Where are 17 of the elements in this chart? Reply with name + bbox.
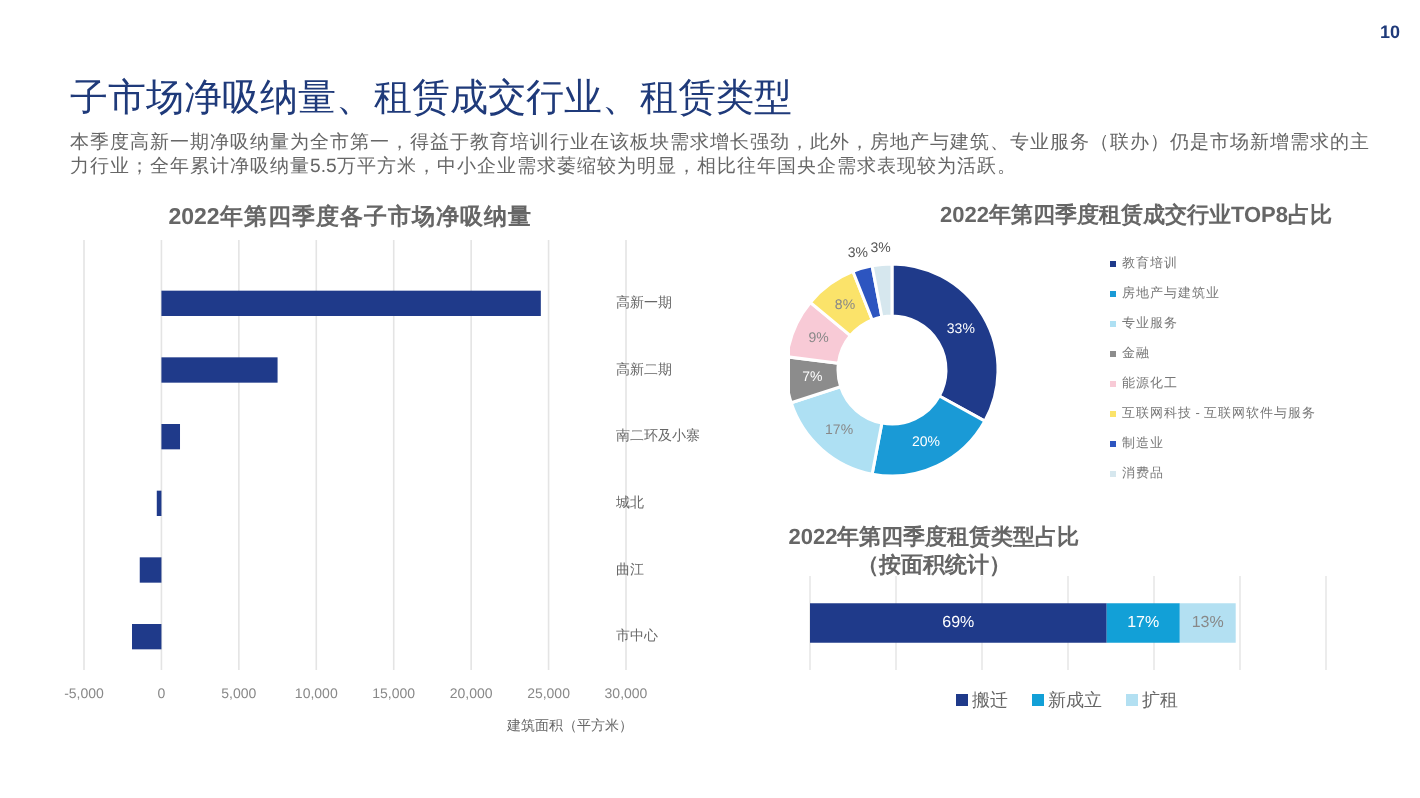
chart-title: 2022年第四季度租赁成交行业TOP8占比 bbox=[940, 201, 1333, 228]
bar bbox=[161, 290, 541, 316]
data-label: 69% bbox=[942, 613, 975, 632]
chart-title: 2022年第四季度各子市场净吸纳量 bbox=[168, 202, 532, 231]
legend-label: 新成立 bbox=[1048, 689, 1102, 710]
data-label: 17% bbox=[1127, 613, 1160, 632]
data-label: 13% bbox=[1191, 613, 1224, 632]
chart-title: 2022年第四季度租赁类型占比（按面积统计） bbox=[786, 524, 1082, 580]
bar bbox=[161, 424, 181, 450]
legend-label: 搬迁 bbox=[972, 689, 1008, 710]
bar bbox=[139, 557, 162, 583]
legend-label: 扩租 bbox=[1142, 689, 1178, 710]
text: 10 bbox=[1379, 22, 1400, 42]
bar bbox=[161, 357, 278, 383]
text: 本季度高新一期净吸纳量为全市第一，得益于教育培训行业在该板块需求增长强劲，此外，房地产与建筑、专业服务（联办）仍是市场新增需求的主力行业；全年累计净吸纳量5.5万平方米，中小企业需求萎缩较为明显，相比往年国央企需求表现较为活跃。 bbox=[70, 132, 1370, 180]
text: 子市场净吸纳量、租赁成交行业、租赁类型 bbox=[70, 76, 792, 124]
bar bbox=[132, 624, 162, 650]
